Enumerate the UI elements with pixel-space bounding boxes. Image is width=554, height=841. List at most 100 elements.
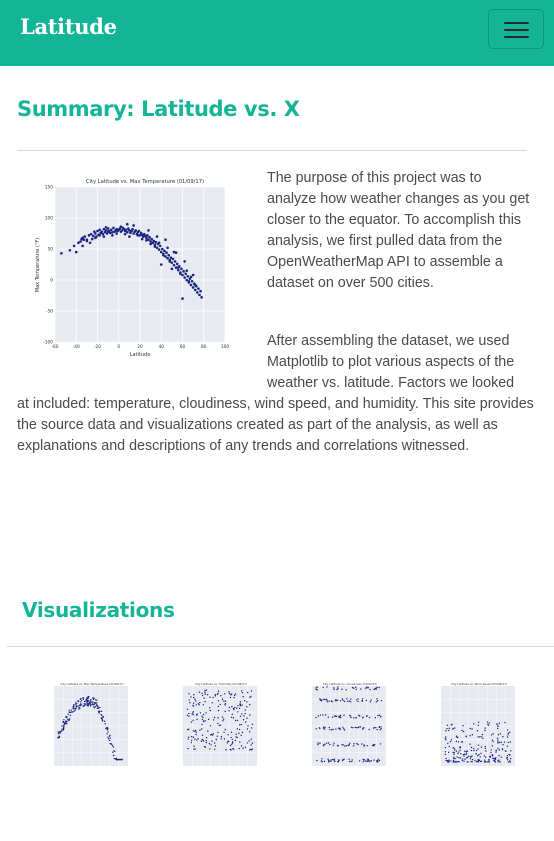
thumbnail-data-point — [493, 759, 495, 762]
thumbnail-data-point — [496, 737, 499, 739]
thumbnail-data-point — [66, 723, 68, 725]
thumbnail-data-point — [89, 702, 91, 704]
thumbnail-data-point — [447, 742, 449, 744]
thumbnail-data-point — [61, 728, 63, 730]
thumbnail-data-point — [92, 697, 94, 699]
hamburger-icon-bar — [504, 36, 529, 38]
thumbnail-data-point — [76, 702, 78, 705]
thumbnail-data-point — [209, 696, 211, 698]
thumbnail-data-point — [475, 760, 478, 763]
thumbnail-data-point — [490, 734, 493, 736]
thumbnail-data-point — [92, 703, 95, 706]
thumbnail-data-point — [365, 760, 367, 762]
thumbnail-data-point — [68, 711, 70, 714]
thumbnail-data-point — [369, 688, 371, 691]
data-point — [193, 288, 197, 292]
thumbnail-data-point — [480, 746, 483, 748]
thumbnail-data-point — [187, 738, 189, 740]
data-point — [183, 260, 186, 263]
thumbnail-data-point — [474, 759, 476, 762]
thumbnail-data-point — [230, 743, 233, 745]
thumbnail-data-point — [248, 740, 250, 742]
thumbnail-data-point — [202, 716, 204, 719]
thumbnail-data-point — [109, 737, 111, 739]
thumbnail-data-point — [488, 722, 490, 724]
data-point — [68, 248, 72, 252]
thumbnail-data-point — [250, 738, 253, 741]
thumbnail-data-point — [233, 694, 236, 697]
data-point — [88, 241, 92, 245]
thumbnail-data-point — [238, 724, 241, 726]
thumbnail-data-point — [114, 758, 116, 760]
thumbnail-data-point — [198, 691, 201, 693]
data-point — [108, 231, 112, 235]
x-axis-label: Latitude — [130, 352, 151, 358]
data-point — [110, 228, 113, 232]
x-tick-label: -40 — [73, 344, 80, 350]
data-point — [87, 234, 91, 237]
thumbnail-humidity[interactable]: City Latitude vs. Humidity (01/09/17) — [175, 680, 263, 775]
thumbnail-data-point — [97, 707, 100, 709]
thumbnail-data-point — [250, 748, 252, 751]
thumbnail-data-point — [238, 747, 240, 750]
data-point — [120, 229, 124, 232]
menu-toggle-button[interactable] — [488, 9, 544, 49]
thumbnail-data-point — [96, 699, 98, 701]
thumbnail-data-point — [319, 742, 321, 744]
thumbnail-data-point — [452, 759, 455, 762]
thumbnail-data-point — [190, 696, 192, 698]
thumbnail-data-point — [354, 726, 357, 729]
thumbnail-data-point — [326, 699, 328, 701]
data-point — [185, 278, 189, 282]
thumbnail-data-point — [445, 738, 447, 741]
thumbnail-data-point — [243, 715, 245, 717]
thumbnail-data-point — [220, 738, 222, 740]
thumbnail-data-point — [365, 699, 368, 702]
thumbnail-data-point — [315, 687, 317, 689]
data-point — [111, 234, 114, 237]
thumbnail-data-point — [339, 727, 341, 729]
thumbnail-data-point — [239, 741, 241, 743]
thumbnail-data-point — [359, 726, 362, 728]
thumbnail-data-point — [468, 755, 470, 757]
thumbnail-data-point — [75, 707, 77, 709]
thumbnail-data-point — [317, 742, 319, 744]
thumbnail-data-point — [477, 721, 480, 723]
thumbnail-data-point — [486, 721, 489, 723]
thumbnail-data-point — [318, 727, 321, 729]
data-point — [137, 229, 141, 233]
thumbnail-data-point — [465, 752, 468, 754]
data-point — [180, 267, 183, 271]
thumbnail-max-temperature[interactable]: City Latitude vs. Max Temperature (01/09… — [46, 680, 134, 775]
data-point — [166, 246, 169, 250]
thumbnail-data-point — [217, 717, 219, 719]
thumbnail-data-point — [241, 731, 244, 734]
thumbnail-data-point — [326, 742, 328, 744]
thumbnail-data-point — [351, 686, 354, 689]
thumbnail-data-point — [68, 709, 70, 712]
thumbnail-data-point — [447, 761, 449, 763]
data-point — [182, 270, 185, 273]
thumbnail-data-point — [317, 715, 319, 717]
brand-logo[interactable]: Latitude — [20, 14, 117, 39]
thumbnail-data-point — [247, 725, 249, 727]
thumbnail-data-point — [202, 713, 205, 716]
thumbnail-data-point — [327, 758, 329, 760]
thumbnail-data-point — [100, 710, 103, 713]
data-point — [125, 222, 129, 226]
thumbnail-data-point — [379, 729, 381, 731]
thumbnail-data-point — [63, 725, 65, 727]
thumbnail-data-point — [237, 711, 239, 713]
thumbnail-wind-speed[interactable]: City Latitude vs. Wind Speed (01/09/17) — [433, 680, 521, 775]
thumbnail-data-point — [236, 707, 238, 709]
thumbnail-data-point — [373, 688, 375, 691]
thumbnail-data-point — [194, 738, 196, 740]
thumbnail-data-point — [337, 688, 339, 690]
thumbnail-cloudiness[interactable]: City Latitude vs. Cloudiness (01/09/17) — [304, 680, 392, 775]
thumbnail-data-point — [361, 743, 363, 745]
thumbnail-data-point — [232, 707, 235, 710]
thumbnail-data-point — [365, 687, 367, 690]
thumbnail-data-point — [337, 727, 340, 729]
thumbnail-data-point — [228, 692, 231, 695]
thumbnail-data-point — [478, 760, 480, 762]
